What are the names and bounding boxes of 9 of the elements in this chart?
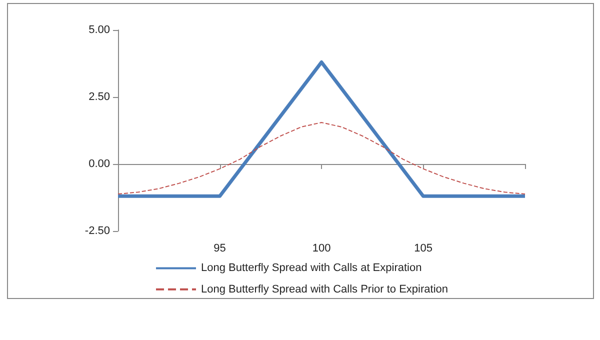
x-tick-label: 95: [214, 242, 226, 254]
y-tick-label: -2.50: [84, 225, 110, 237]
x-tick-label: 105: [414, 242, 432, 254]
legend-label: Long Butterfly Spread with Calls Prior to Expiration: [201, 283, 448, 296]
x-tick-label: 100: [312, 242, 331, 254]
y-tick-label: 5.00: [88, 24, 110, 36]
y-tick-label: 2.50: [88, 91, 110, 103]
legend-label: Long Butterfly Spread with Calls at Expiration: [201, 262, 422, 274]
y-tick-label: 0.00: [88, 158, 110, 170]
